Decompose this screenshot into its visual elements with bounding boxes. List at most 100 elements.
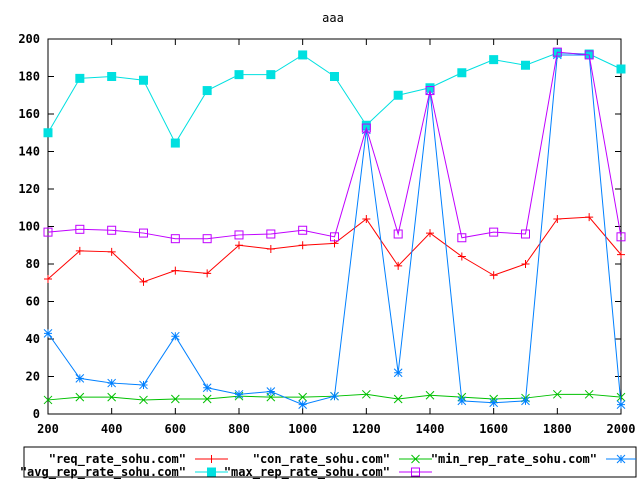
point-open-square — [43, 227, 53, 237]
point-plus — [203, 269, 212, 278]
point-square — [139, 75, 148, 85]
x-tick-label: 1200 — [352, 422, 381, 436]
point-cross — [552, 389, 562, 399]
point-plus — [426, 229, 434, 238]
y-tick-label: 120 — [18, 182, 40, 196]
point-open-square — [139, 228, 148, 238]
series-line — [47, 52, 622, 145]
point-cross — [298, 392, 308, 402]
point-cross — [616, 392, 626, 402]
point-square — [266, 70, 276, 80]
point-plus — [44, 275, 52, 283]
point-plus — [235, 241, 243, 250]
x-tick-label: 1400 — [416, 422, 445, 436]
legend-label: "req_rate_sohu.com" — [49, 452, 186, 467]
point-open-square — [552, 47, 562, 57]
point-open-square — [330, 232, 339, 242]
point-star — [234, 389, 244, 399]
point-open-square — [457, 233, 467, 243]
point-plus — [489, 271, 498, 280]
point-plus — [521, 260, 530, 268]
point-plus — [207, 455, 216, 463]
point-plus — [171, 266, 180, 275]
point-plus — [553, 215, 562, 223]
point-star — [521, 396, 530, 406]
point-star — [170, 331, 180, 341]
legend: "req_rate_sohu.com" "con_rate_sohu.com" "m… — [20, 446, 637, 480]
point-star — [139, 380, 148, 390]
point-plus — [585, 213, 594, 222]
series-0 — [44, 213, 625, 286]
point-plus — [75, 246, 84, 255]
point-star — [266, 387, 276, 396]
x-tick-label: 200 — [37, 422, 59, 436]
point-open-square — [361, 123, 371, 133]
point-star — [616, 454, 626, 464]
y-tick-label: 200 — [18, 32, 40, 46]
point-plus — [394, 261, 403, 270]
point-cross — [584, 389, 594, 399]
point-open-square — [584, 50, 594, 60]
point-cross — [43, 395, 53, 405]
point-plus — [362, 215, 371, 223]
point-star — [330, 391, 339, 401]
legend-entry-4: "max_rep_rate_sohu.com" — [224, 465, 432, 480]
point-open-square — [298, 225, 308, 235]
chart-title: aaa — [322, 11, 344, 25]
series-line — [47, 51, 622, 240]
legend-label: "avg_rep_rate_sohu.com" — [20, 465, 186, 480]
point-star — [107, 378, 117, 388]
point-cross — [425, 390, 435, 400]
point-open-square — [234, 230, 244, 240]
point-square — [75, 73, 85, 83]
series-2 — [43, 50, 626, 409]
point-star — [202, 383, 212, 393]
point-square — [170, 138, 180, 148]
x-tick-label: 2000 — [607, 422, 636, 436]
point-cross — [170, 394, 180, 404]
point-open-square — [107, 225, 117, 235]
point-square — [521, 60, 530, 70]
y-tick-label: 180 — [18, 70, 40, 84]
point-plus — [457, 252, 466, 261]
series-layer — [43, 47, 626, 409]
point-square — [330, 72, 339, 81]
y-tick-label: 160 — [18, 107, 40, 121]
point-cross — [75, 392, 85, 402]
x-tick-label: 1800 — [543, 422, 572, 436]
point-square — [107, 72, 117, 81]
point-open-square — [75, 224, 85, 234]
legend-label: "con_rate_sohu.com" — [253, 452, 390, 467]
point-star — [489, 398, 499, 408]
y-tick-label: 40 — [26, 332, 40, 346]
point-star — [457, 396, 467, 406]
legend-entry-3: "avg_rep_rate_sohu.com" — [20, 465, 228, 480]
point-star — [616, 400, 626, 409]
point-open-square — [616, 232, 626, 242]
point-star — [298, 400, 308, 409]
point-open-square — [425, 86, 435, 96]
point-cross — [107, 392, 117, 402]
point-square — [202, 86, 212, 96]
point-open-square — [411, 467, 420, 477]
point-open-square — [489, 227, 499, 237]
series-line — [47, 216, 622, 283]
series-line — [47, 54, 622, 406]
y-tick-label: 80 — [26, 257, 40, 271]
point-cross — [361, 389, 371, 399]
point-square — [234, 70, 244, 80]
y-tick-label: 0 — [33, 407, 40, 421]
y-tick-label: 100 — [18, 220, 40, 234]
x-tick-label: 400 — [101, 422, 123, 436]
point-star — [361, 125, 371, 135]
point-open-square — [170, 234, 180, 244]
legend-entry-0: "req_rate_sohu.com" — [49, 452, 228, 467]
point-plus — [107, 247, 116, 256]
x-tick-label: 800 — [228, 422, 250, 436]
y-tick-label: 140 — [18, 145, 40, 159]
point-square — [616, 64, 626, 74]
point-square — [207, 467, 216, 477]
plot-area: 0 20 40 60 80 100 120 140 160 180 200 200 400 600 800 1… — [18, 32, 635, 436]
point-star — [393, 368, 403, 378]
